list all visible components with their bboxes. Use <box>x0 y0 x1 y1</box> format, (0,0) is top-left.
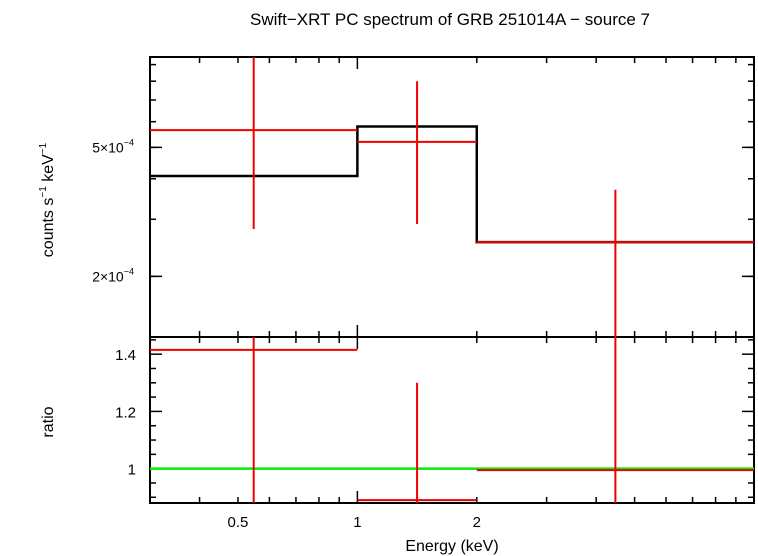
ratio-y-tick-label: 1.2 <box>115 404 136 421</box>
y-tick-label: 2×10−4 <box>92 266 134 284</box>
x-tick-label: 0.5 <box>228 514 249 531</box>
x-tick-label: 2 <box>473 514 481 531</box>
x-tick-label: 1 <box>353 514 361 531</box>
ylabel-exp1: −1 <box>38 186 49 198</box>
ylabel-mid: keV <box>40 154 57 186</box>
data-marks <box>150 57 754 503</box>
spectrum-y-axis-label: counts s−1 keV−1 <box>38 142 57 257</box>
y-tick-exponent: −4 <box>124 266 134 276</box>
ratio-y-tick-label: 1 <box>128 462 136 479</box>
y-tick-label: 5×10−4 <box>92 137 134 155</box>
chart-title: Swift−XRT PC spectrum of GRB 251014A − s… <box>250 10 650 29</box>
ylabel-exp2: −1 <box>38 142 49 154</box>
ratio-panel-frame <box>149 336 755 504</box>
spectrum-panel-frame <box>149 56 755 338</box>
ratio-y-axis-label: ratio <box>40 406 57 437</box>
y-tick-exponent: −4 <box>124 137 134 147</box>
y-tick-mantissa: 5×10 <box>92 139 124 155</box>
ylabel-base: counts s <box>40 198 57 258</box>
y-tick-mantissa: 2×10 <box>92 268 124 284</box>
ratio-y-tick-label: 1.4 <box>115 347 136 364</box>
model-histogram <box>150 125 754 244</box>
tick-marks: 0.5 1 22×10−45×10−411.21.4 <box>92 57 754 531</box>
x-axis-label: Energy (keV) <box>405 538 498 555</box>
